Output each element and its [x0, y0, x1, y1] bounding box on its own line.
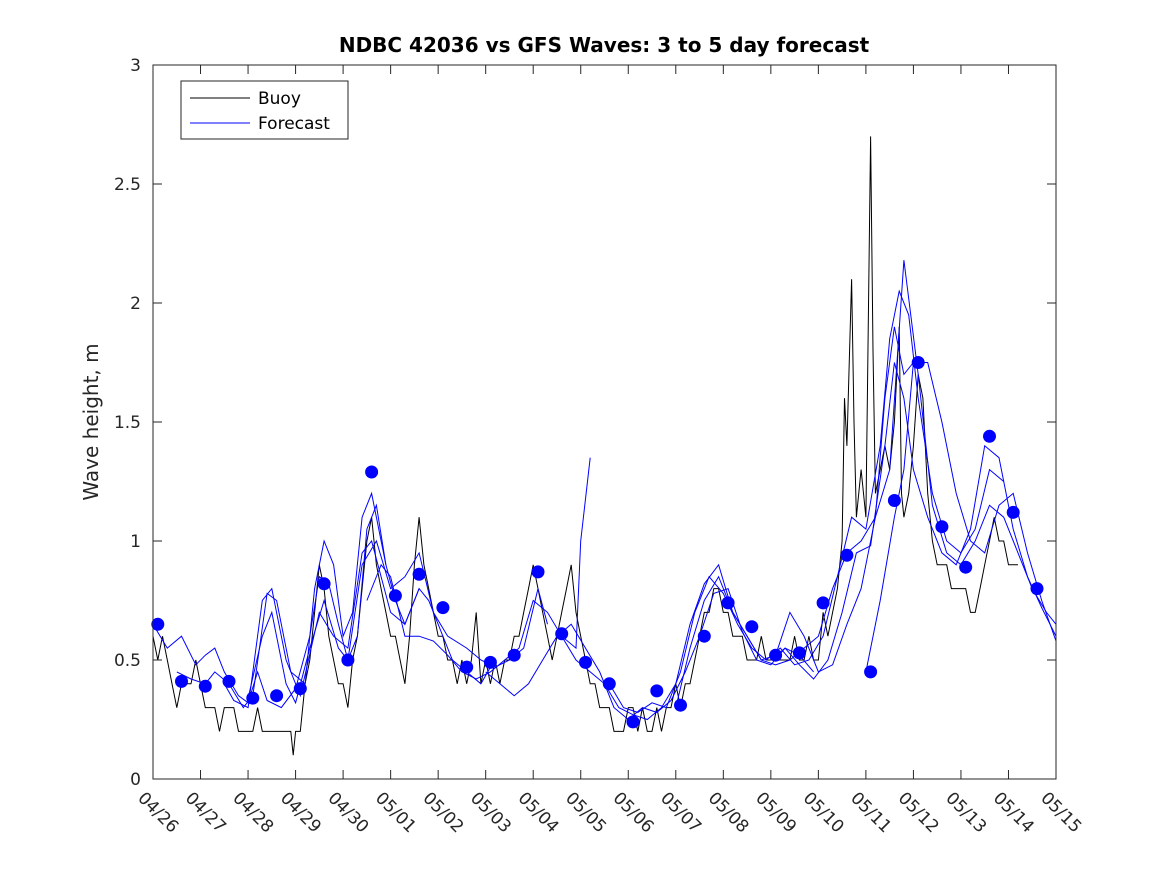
forecast-line — [176, 491, 420, 709]
forecast-marker — [887, 494, 901, 507]
forecast-marker — [864, 665, 878, 679]
forecast-marker — [579, 655, 592, 669]
forecast-marker — [959, 560, 973, 574]
plot-area: 04/2604/2704/2804/2904/3005/0105/0205/03… — [114, 56, 1085, 837]
forecast-marker — [293, 682, 307, 696]
forecast-marker — [792, 646, 806, 660]
forecast-marker — [412, 567, 426, 581]
y-tick-label: 0 — [130, 770, 141, 790]
forecast-marker — [602, 677, 616, 691]
forecast-marker — [816, 596, 830, 610]
forecast-marker — [769, 648, 783, 662]
forecast-marker — [674, 698, 687, 712]
forecast-line — [485, 587, 814, 721]
forecast-line — [247, 539, 548, 705]
forecast-marker — [175, 674, 188, 688]
forecast-marker — [1006, 505, 1020, 519]
y-axis-label: Wave height, m — [79, 343, 103, 500]
buoy-line — [152, 136, 1018, 756]
forecast-marker — [935, 520, 949, 534]
legend-buoy-label: Buoy — [258, 89, 301, 109]
y-tick-label: 1.5 — [114, 413, 141, 433]
y-tick-label: 1 — [130, 532, 141, 552]
chart-title: NDBC 42036 vs GFS Waves: 3 to 5 day fore… — [339, 33, 870, 57]
forecast-series — [152, 260, 1057, 721]
forecast-marker — [317, 577, 331, 591]
forecast-marker — [1030, 582, 1044, 596]
forecast-marker — [365, 465, 379, 479]
buoy-series — [152, 136, 1018, 756]
forecast-marker — [911, 356, 925, 369]
y-tick-label: 2 — [130, 294, 141, 314]
forecast-marker — [222, 674, 236, 688]
legend-forecast-label: Forecast — [258, 114, 330, 134]
forecast-marker — [341, 653, 355, 667]
plot-background — [153, 65, 1056, 779]
forecast-marker — [626, 715, 640, 729]
forecast-marker — [721, 596, 735, 610]
forecast-marker — [555, 627, 569, 641]
forecast-marker — [983, 429, 996, 443]
forecast-line — [608, 289, 1005, 713]
y-tick-label: 0.5 — [114, 651, 141, 671]
forecast-line — [223, 539, 491, 709]
forecast-marker — [246, 691, 260, 705]
forecast-marker — [840, 548, 854, 562]
forecast-marker — [531, 565, 545, 579]
y-axis: 0 0.5 1 1.5 2 2.5 3 — [114, 56, 1056, 790]
forecast-marker — [388, 589, 402, 603]
forecast-marker — [507, 648, 521, 662]
forecast-marker — [650, 684, 664, 698]
legend: Buoy Forecast — [180, 80, 349, 140]
forecast-marker — [697, 629, 711, 643]
forecast-marker — [151, 617, 165, 631]
forecast-line — [770, 362, 1057, 680]
forecast-marker — [745, 620, 759, 634]
forecast-line — [152, 503, 387, 709]
forecast-marker — [460, 660, 474, 674]
legend-box — [180, 80, 349, 140]
forecast-markers — [151, 356, 1044, 729]
y-tick-label: 3 — [130, 56, 141, 76]
forecast-line — [675, 260, 1057, 708]
forecast-marker — [270, 689, 284, 703]
forecast-marker — [483, 655, 497, 669]
y-tick-label: 2.5 — [114, 175, 141, 195]
forecast-marker — [436, 601, 450, 615]
forecast-marker — [198, 679, 212, 693]
